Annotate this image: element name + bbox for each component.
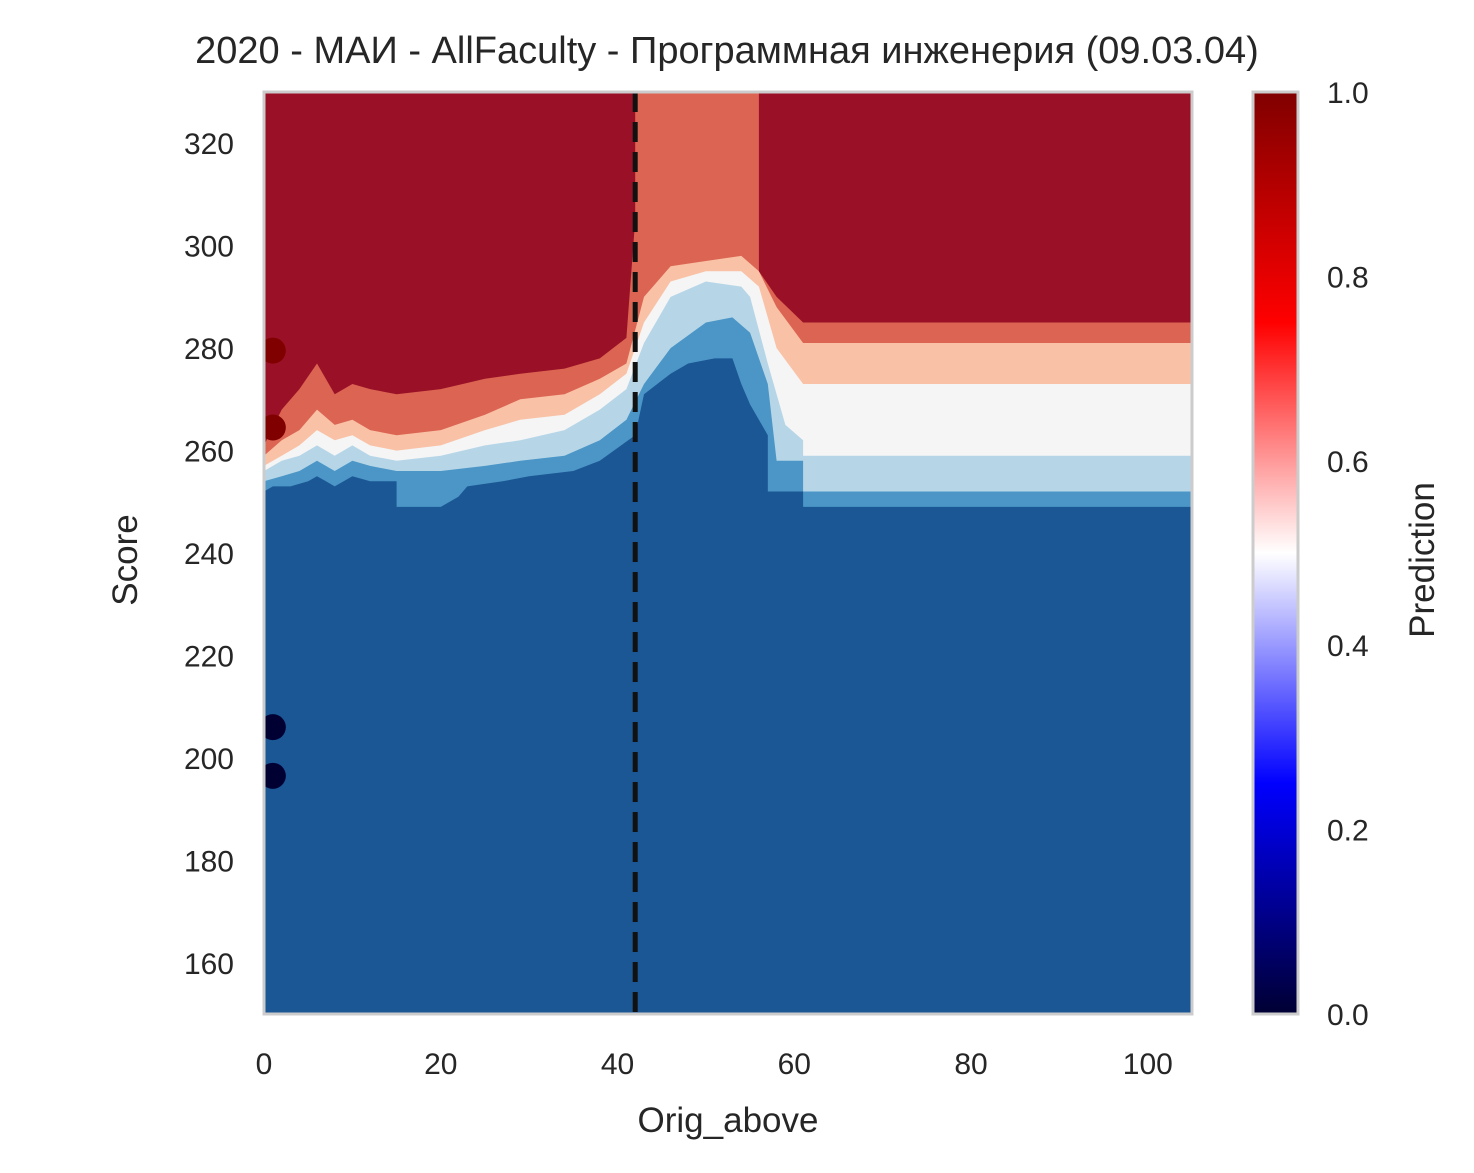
colorbar-fill [1253,92,1298,1014]
y-tick-label: 220 [184,640,234,673]
y-tick-label: 280 [184,333,234,366]
colorbar-ticks: 0.0 0.2 0.4 0.6 0.8 1.0 [1327,77,1369,1032]
colorbar-frame [1251,90,1300,1016]
colorbar-tick-label: 0.8 [1327,261,1369,294]
y-tick-label: 240 [184,538,234,571]
data-point [264,714,286,741]
y-tick-label: 200 [184,743,234,776]
x-tick-label: 0 [256,1048,273,1081]
colorbar: 0.0 0.2 0.4 0.6 0.8 1.0 Prediction [1251,77,1442,1032]
y-tick-label: 300 [184,231,234,264]
y-tick-label: 320 [184,128,234,161]
plot-area [264,92,1192,1014]
x-axis-label: Orig_above [638,1101,819,1140]
colorbar-tick-label: 0.6 [1327,446,1369,479]
y-tick-label: 160 [184,948,234,981]
data-point [264,762,286,789]
colorbar-tick-label: 1.0 [1327,77,1369,110]
data-point [264,414,286,441]
colorbar-label: Prediction [1403,482,1442,638]
x-tick-label: 40 [601,1048,634,1081]
y-axis-label: Score [106,514,145,605]
observed-points [264,337,286,789]
contour-band [264,92,1192,446]
y-tick-label: 260 [184,436,234,469]
chart-title: 2020 - МАИ - AllFaculty - Программная ин… [195,30,1259,72]
x-tick-label: 100 [1123,1048,1173,1081]
x-tick-label: 60 [778,1048,811,1081]
x-tick-label: 20 [424,1048,457,1081]
x-axis: 0 20 40 60 80 100 [256,1048,1173,1081]
contour-bands [264,92,1192,507]
y-axis: 160 180 200 220 240 260 280 300 320 [184,128,234,981]
colorbar-tick-label: 0.2 [1327,815,1369,848]
y-tick-label: 180 [184,845,234,878]
data-point [264,337,286,364]
colorbar-tick-label: 0.0 [1327,999,1369,1032]
x-tick-label: 80 [954,1048,987,1081]
colorbar-tick-label: 0.4 [1327,630,1369,663]
plot-frame [262,90,1194,1016]
